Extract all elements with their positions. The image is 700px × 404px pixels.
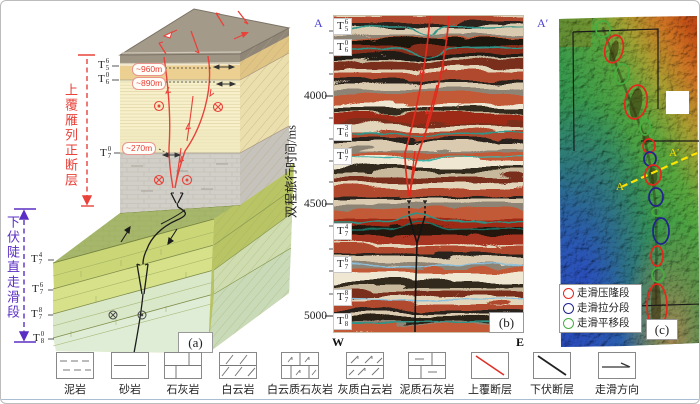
- y-axis-title: 双程旅行时间/ms: [284, 124, 299, 219]
- depth-badge-960: ~960m: [132, 63, 167, 76]
- lithology-swatch-underlying-fault: [533, 352, 571, 379]
- depth-badge-270: ~270m: [122, 142, 157, 155]
- underlying-fault-traces: [133, 192, 187, 354]
- lithology-swatch-dolomite: [219, 352, 257, 379]
- map-legend-label: 走滑平移段: [577, 318, 630, 330]
- section-endpoint-a: A: [314, 16, 323, 30]
- upper-fault-extent-marker: [78, 54, 95, 207]
- panel-c-tag: (c): [646, 319, 678, 340]
- lithology-swatch-mudstone: [56, 352, 94, 379]
- lithology-swatch-limestone: [164, 352, 202, 379]
- lithology-swatch-argillaceous-limestone: [408, 352, 446, 379]
- panel-a-tag: (a): [178, 332, 213, 353]
- seismic-texture: [333, 15, 524, 333]
- lower-fault-caption: 下伏陡直走滑段: [5, 215, 20, 320]
- lithology-legend-item: 白云质石灰岩: [260, 352, 340, 397]
- bottom-rule: [1, 399, 699, 400]
- map-legend-label: 走滑拉分段: [577, 303, 630, 315]
- map-legend-item-uplift: 走滑压隆段: [563, 287, 637, 300]
- seismic-underlying-fault: [407, 200, 427, 333]
- green-ellipse-icon: [563, 318, 574, 330]
- motion-symbols-lower: [108, 310, 147, 320]
- strike-slip-segments: [595, 20, 670, 329]
- map-notch: [666, 91, 689, 114]
- lithology-legend-item: 泥岩: [35, 352, 115, 397]
- lithology-label: 灰质白云岩: [337, 384, 393, 396]
- lithology-swatch-calcareous-dolomite: [346, 352, 384, 379]
- horizon-ticks: [48, 65, 120, 340]
- lithology-label: 白云质石灰岩: [267, 384, 333, 396]
- lithology-legend-item: 上覆断层: [450, 352, 530, 397]
- seismic-section-image: [333, 15, 524, 333]
- lithology-legend-item: 泥质石灰岩: [387, 352, 467, 397]
- lithology-legend-item: 砂岩: [90, 352, 170, 397]
- offset-markers: [158, 64, 237, 158]
- map-line-label-a: A: [616, 181, 624, 193]
- lithology-label: 砂岩: [119, 384, 141, 396]
- compass-west-label: W: [332, 335, 344, 349]
- motion-symbols-upper: [153, 100, 224, 186]
- lithology-label: 上覆断层: [468, 384, 512, 396]
- lithology-swatch-dolomitic-limestone: [281, 352, 319, 379]
- lithology-swatch-sandstone: [111, 352, 149, 379]
- depth-badge-890: ~890m: [132, 77, 167, 90]
- slip-sense-arrows-lower: [120, 225, 178, 246]
- panel-b-tag: (b): [489, 312, 524, 333]
- compass-east-label: E: [516, 335, 525, 349]
- lithology-legend-item: 走滑方向: [577, 352, 657, 397]
- section-line: [620, 151, 698, 189]
- seismic-overlying-faults: [404, 15, 450, 197]
- lithology-label: 泥岩: [64, 384, 86, 396]
- lithology-label: 下伏断层: [530, 384, 574, 396]
- lithology-legend-item: 下伏断层: [512, 352, 592, 397]
- lithology-label: 白云岩: [221, 384, 255, 396]
- map-legend-label: 走滑压隆段: [577, 288, 630, 299]
- map-legend: 走滑压隆段 走滑拉分段 走滑平移段: [559, 284, 642, 334]
- y-axis-tick-5000: 5000: [304, 310, 327, 322]
- lithology-label: 石灰岩: [166, 384, 200, 396]
- y-axis-tick-4000: 4000: [304, 90, 327, 102]
- lithology-legend-item: 石灰岩: [143, 352, 223, 397]
- y-axis-tick-4500: 4500: [304, 198, 327, 210]
- lithology-label: 走滑方向: [595, 384, 639, 396]
- lithology-swatch-strike-slip-direction: [598, 352, 636, 379]
- fault-zone-shading: [601, 26, 661, 331]
- map-line-label-a-prime: A′: [669, 147, 680, 159]
- lithology-swatch-overlying-fault: [471, 352, 509, 379]
- lithology-legend-item: 灰质白云岩: [325, 352, 405, 397]
- section-endpoint-a-prime: A′: [537, 16, 549, 30]
- lithology-label: 泥质石灰岩: [399, 384, 455, 396]
- map-legend-item-translation: 走滑平移段: [563, 317, 637, 330]
- map-legend-item-pullapart: 走滑拉分段: [563, 302, 637, 315]
- y-axis-ticks: [325, 30, 333, 317]
- strike-slip-direction-arrows: [162, 29, 249, 40]
- lithology-legend-item: 白云岩: [198, 352, 278, 397]
- block-diagram-panel-a: [14, 8, 296, 354]
- blue-ellipse-icon: [563, 303, 574, 315]
- upper-fault-caption: 上覆雁列正断层: [63, 83, 78, 188]
- red-ellipse-icon: [563, 288, 574, 300]
- lower-fault-extent-marker: [14, 208, 36, 343]
- en-echelon-fault-traces: [158, 10, 249, 55]
